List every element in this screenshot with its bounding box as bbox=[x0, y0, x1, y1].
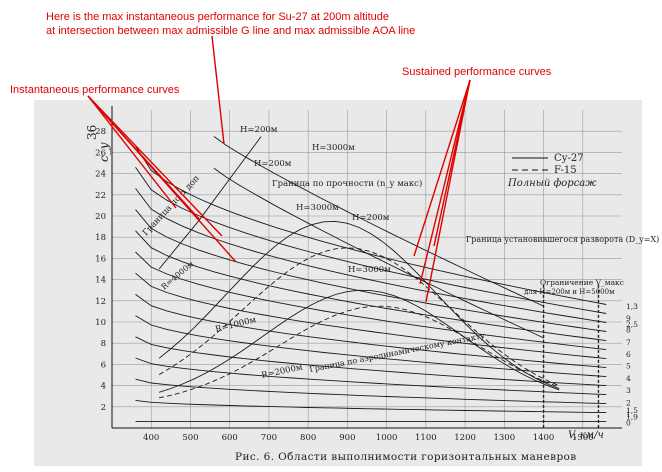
x-tick-label: 800 bbox=[300, 433, 316, 443]
x-tick-label: 1200 bbox=[454, 433, 476, 443]
annotation-sustained: Sustained performance curves bbox=[402, 66, 552, 78]
grid-layer bbox=[111, 106, 622, 429]
x-tick-label: 400 bbox=[143, 433, 159, 443]
altitude-label-h3000-sust: H=3000м bbox=[348, 265, 391, 275]
y-tick-label: 6 bbox=[101, 360, 106, 370]
right-line-label: 8 bbox=[626, 325, 631, 334]
y-tick-label: 14 bbox=[95, 276, 106, 286]
load-factor-line bbox=[135, 294, 607, 369]
right-line-label: 9 bbox=[626, 314, 631, 323]
speed-limit-note: для H=200м и H=5000м bbox=[524, 288, 615, 296]
arrow-max-point bbox=[211, 35, 225, 145]
right-line-label: 5 bbox=[626, 361, 631, 370]
altitude-label-h3000-mid: H=3000м bbox=[296, 203, 339, 213]
right-line-label: 1,5 bbox=[626, 406, 638, 415]
y-tick-label: 12 bbox=[95, 297, 106, 307]
y-tick-label: 24 bbox=[95, 170, 106, 180]
arrow-sust-4 bbox=[433, 79, 471, 247]
x-tick-label: 1000 bbox=[376, 433, 398, 443]
aero-contact-label: Граница по аэродинамическому контакту bbox=[309, 331, 486, 374]
y-tick-label: 2 bbox=[101, 403, 106, 413]
sustained-curve-su27-h200 bbox=[158, 220, 560, 390]
annotation-max-point-line1: Here is the max instantaneous performanc… bbox=[46, 11, 389, 23]
y-axis-label: c_y bbox=[97, 142, 111, 162]
y-tick-label: 22 bbox=[95, 191, 106, 201]
x-tick-label: 1100 bbox=[415, 433, 437, 443]
right-line-label: 4 bbox=[626, 374, 631, 383]
load-factor-line bbox=[135, 209, 607, 332]
load-factor-line bbox=[135, 272, 607, 360]
right-line-label: 2,5 bbox=[626, 320, 638, 329]
x-tick-label: 1300 bbox=[493, 433, 515, 443]
x-tick-label: 1400 bbox=[533, 433, 555, 443]
right-line-label: 1,3 bbox=[626, 302, 638, 311]
right-line-label: 1,9 bbox=[626, 412, 638, 421]
load-factor-line bbox=[135, 357, 607, 396]
load-factor-line bbox=[135, 145, 607, 305]
right-line-label: 6 bbox=[626, 350, 631, 359]
load-factor-line bbox=[135, 315, 607, 378]
sustained-curve-f15-h200 bbox=[158, 247, 560, 387]
scanned-chart-page bbox=[34, 100, 642, 466]
g-limit-label: Граница по прочности (n_y макс) bbox=[272, 178, 422, 189]
radius-label-1000: R=1000м bbox=[214, 315, 257, 335]
altitude-label-h3000-top: H=3000м bbox=[312, 143, 355, 153]
right-line-label: 1 bbox=[626, 410, 631, 419]
right-line-label: 0 bbox=[626, 419, 631, 428]
arrow-sust-1 bbox=[413, 79, 471, 257]
right-line-label: 2 bbox=[626, 399, 631, 408]
right-line-label: 7 bbox=[626, 338, 631, 347]
annotation-instantaneous: Instantaneous performance curves bbox=[10, 84, 180, 96]
altitude-label-h200-top: H=200м bbox=[240, 125, 278, 135]
x-tick-label: 500 bbox=[182, 433, 198, 443]
aoa-limit-line bbox=[158, 136, 262, 270]
y-tick-label: 10 bbox=[95, 318, 106, 328]
x-axis-label: V, км/ч bbox=[568, 430, 604, 441]
curve-layer bbox=[135, 136, 607, 428]
y-tick-label: 16 bbox=[95, 254, 106, 264]
load-factor-line bbox=[135, 378, 607, 405]
g-limit-curve-h200 bbox=[213, 136, 544, 307]
y-tick-label: 8 bbox=[101, 339, 106, 349]
figure-caption: Рис. 6. Области выполнимости горизонталь… bbox=[235, 451, 577, 463]
y-tick-label: 18 bbox=[95, 233, 106, 243]
load-factor-line bbox=[135, 399, 607, 414]
load-factor-line bbox=[135, 188, 607, 323]
arrow-inst-1 bbox=[87, 95, 177, 209]
speed-limit-label: Ограничение V_макс bbox=[540, 278, 624, 287]
arrow-sust-2 bbox=[419, 79, 471, 285]
page-number: 36 bbox=[85, 125, 99, 140]
arrow-inst-3 bbox=[87, 95, 223, 237]
altitude-label-h200-sust: H=200м bbox=[352, 213, 390, 223]
y-tick-label: 26 bbox=[95, 148, 106, 158]
legend: Су-27 F-15 Полный форсаж bbox=[507, 153, 597, 189]
y-tick-label: 28 bbox=[95, 127, 106, 137]
sustained-curve-su27-h3000 bbox=[158, 289, 560, 393]
load-factor-line bbox=[135, 251, 607, 351]
x-tick-label: 1500 bbox=[572, 433, 594, 443]
legend-label-f15: F-15 bbox=[554, 165, 577, 176]
arrow-inst-4 bbox=[87, 95, 237, 263]
sustained-boundary-label: Граница установившегося разворота (D_y=X… bbox=[466, 235, 659, 244]
load-factor-line bbox=[135, 230, 607, 342]
mode-label: Полный форсаж bbox=[507, 178, 597, 189]
altitude-label-h200-mid: H=200м bbox=[254, 159, 292, 169]
load-factor-line bbox=[135, 166, 607, 314]
legend-label-su27: Су-27 bbox=[554, 153, 584, 164]
load-factor-line bbox=[135, 336, 607, 387]
sustained-curve-f15-h3000 bbox=[159, 305, 560, 399]
x-tick-label: 700 bbox=[261, 433, 277, 443]
annotation-max-point-line2: at intersection between max admissible G… bbox=[46, 25, 415, 37]
x-tick-label: 600 bbox=[222, 433, 238, 443]
g-limit-curve-h3000 bbox=[213, 167, 544, 339]
y-tick-label: 4 bbox=[101, 382, 106, 392]
x-tick-label: 900 bbox=[339, 433, 355, 443]
annotation-arrows bbox=[87, 35, 471, 303]
right-line-label: 3 bbox=[626, 386, 631, 395]
radius-label-4000: R=4000м bbox=[160, 259, 196, 291]
y-tick-label: 20 bbox=[95, 212, 106, 222]
